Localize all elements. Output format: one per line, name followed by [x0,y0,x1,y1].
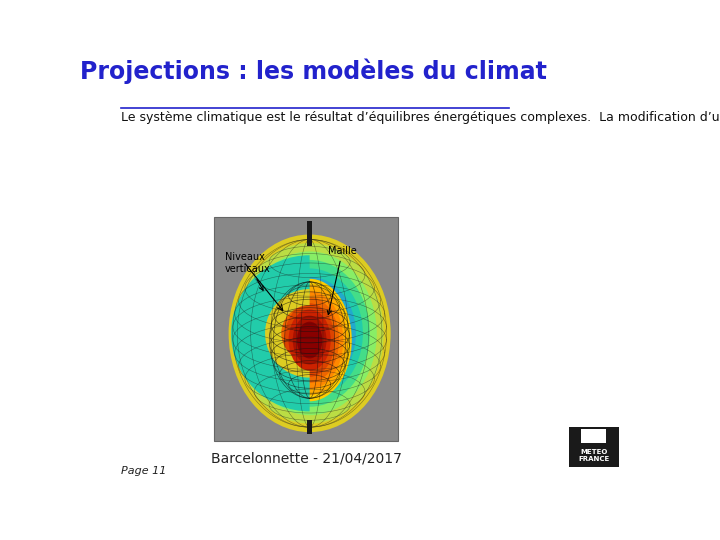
Ellipse shape [249,260,370,407]
Text: Barcelonnette - 21/04/2017: Barcelonnette - 21/04/2017 [210,451,401,465]
Wedge shape [265,289,310,377]
Ellipse shape [270,285,349,381]
Bar [581,429,606,443]
Ellipse shape [280,297,339,383]
Bar [214,217,398,441]
Ellipse shape [268,279,352,401]
Ellipse shape [297,322,323,359]
Text: Maille: Maille [328,246,357,315]
Bar [307,221,312,246]
Ellipse shape [243,252,377,415]
Bar [307,420,312,434]
Ellipse shape [277,294,342,373]
Text: Projections : les modèles du climat: Projections : les modèles du climat [80,58,546,84]
Ellipse shape [271,285,348,395]
Ellipse shape [276,291,343,389]
Wedge shape [231,255,310,411]
Text: Niveaux
verticaux: Niveaux verticaux [225,253,271,291]
Text: Page 11: Page 11 [121,466,166,476]
Ellipse shape [284,303,335,377]
Ellipse shape [264,277,356,390]
Bar [569,427,619,467]
Ellipse shape [256,268,363,398]
Ellipse shape [229,234,391,432]
Text: METEO
FRANCE: METEO FRANCE [578,449,610,462]
Text: Le système climatique est le résultat d’équilibres énergétiques complexes.  La m: Le système climatique est le résultat d’… [121,111,720,124]
Ellipse shape [293,315,326,364]
Ellipse shape [235,243,384,424]
Ellipse shape [289,309,330,370]
